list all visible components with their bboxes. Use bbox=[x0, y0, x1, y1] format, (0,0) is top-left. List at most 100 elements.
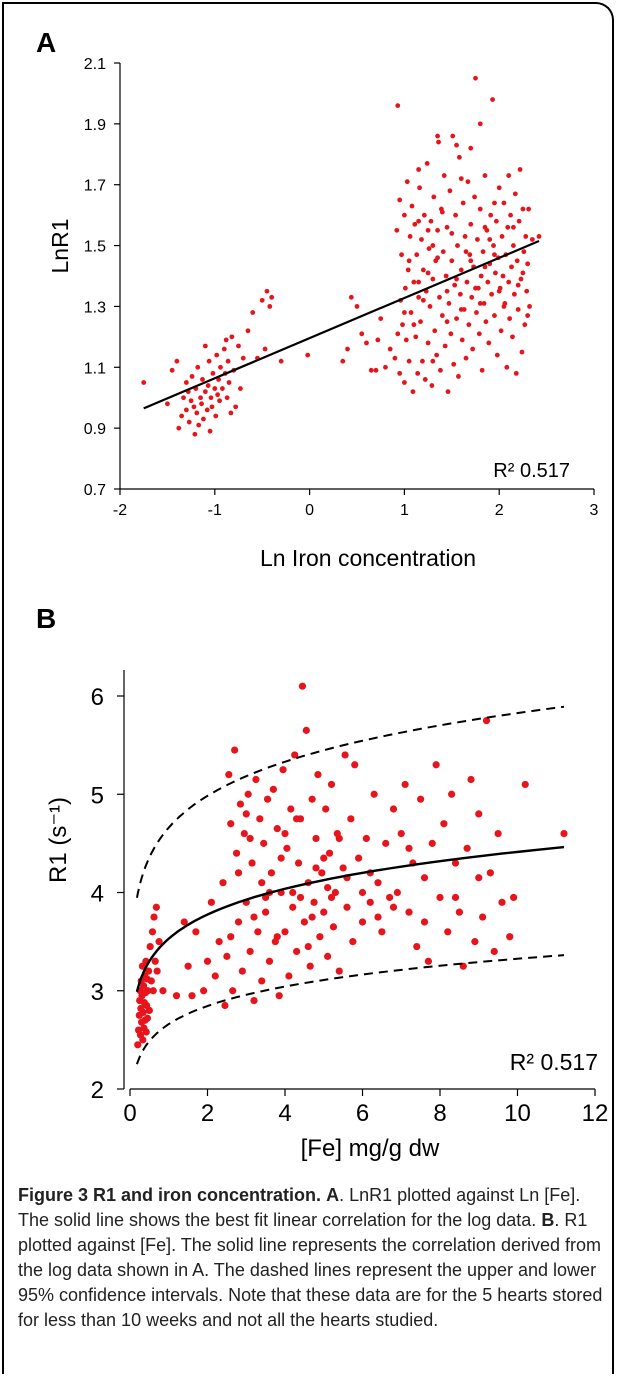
panel-a-data-point bbox=[478, 273, 484, 279]
panel-a-data-point bbox=[439, 209, 445, 215]
panel-a-data-point bbox=[446, 300, 452, 306]
panel-b-data-point bbox=[207, 898, 215, 906]
panel-b-data-point bbox=[436, 893, 444, 902]
panel-b-data-point bbox=[451, 893, 460, 902]
panel-a-data-point bbox=[493, 270, 498, 276]
panel-a-data-point bbox=[378, 316, 384, 321]
panel-a-data-point bbox=[397, 197, 403, 203]
panel-a-data-point bbox=[205, 383, 211, 388]
panel-a-data-point bbox=[375, 337, 381, 343]
panel-a-data-point bbox=[438, 367, 443, 373]
panel-b-upper-ci-curve bbox=[136, 705, 565, 898]
panel-b-data-point bbox=[401, 780, 409, 789]
panel-a-data-point bbox=[415, 370, 421, 376]
panel-a-data-point bbox=[505, 224, 511, 230]
panel-a-data-point bbox=[176, 425, 182, 431]
panel-b-data-point bbox=[471, 938, 479, 946]
panel-b-data-point bbox=[374, 913, 382, 921]
panel-b-data-point bbox=[273, 825, 281, 833]
panel-b-data-point bbox=[420, 918, 429, 926]
panel-a-data-point bbox=[428, 218, 434, 224]
panel-a-data-point bbox=[228, 410, 234, 416]
panel-b-data-point bbox=[146, 942, 154, 951]
panel-a-data-point bbox=[482, 224, 488, 230]
panel-b-data-point bbox=[486, 869, 494, 877]
panel-b-data-point bbox=[265, 957, 274, 965]
panel-a-y-tick-label: 0.7 bbox=[84, 482, 106, 499]
panel-b-data-point bbox=[275, 992, 283, 1000]
panel-a-data-point bbox=[443, 273, 449, 279]
panel-b-data-point bbox=[560, 829, 568, 838]
panel-b-data-point bbox=[262, 908, 270, 916]
panel-b-data-point bbox=[287, 805, 295, 813]
panel-b-data-point bbox=[153, 967, 161, 975]
panel-a-data-point bbox=[218, 364, 223, 370]
panel-a-data-point bbox=[237, 386, 243, 391]
panel-a-data-point bbox=[425, 227, 431, 233]
panel-b-data-point bbox=[291, 751, 299, 759]
panel-a-data-point bbox=[511, 291, 517, 297]
panel-a-data-point bbox=[224, 395, 230, 401]
panel-b-y-tick-label: 2 bbox=[91, 1077, 104, 1104]
panel-b-data-point bbox=[279, 766, 287, 774]
panel-a-data-point bbox=[504, 364, 510, 370]
panel-a-data-point bbox=[204, 407, 210, 413]
panel-b-data-point bbox=[142, 1028, 150, 1036]
panel-a-data-point bbox=[523, 234, 529, 239]
panel-b-data-point bbox=[448, 790, 456, 798]
panel-b-data-point bbox=[298, 682, 307, 690]
panel-a-data-point bbox=[165, 401, 170, 407]
panel-a-data-point bbox=[269, 294, 275, 300]
panel-a-data-point bbox=[470, 346, 476, 352]
panel-a-data-point bbox=[240, 355, 246, 361]
panel-a-data-point bbox=[482, 173, 488, 178]
panel-a-data-point bbox=[472, 194, 477, 200]
panel-b-data-point bbox=[475, 874, 483, 882]
panel-a-data-point bbox=[245, 328, 251, 334]
panel-b-data-point bbox=[180, 918, 188, 926]
caption-a-label: A bbox=[326, 1185, 340, 1205]
panel-a-data-point bbox=[467, 252, 473, 258]
panel-b-data-point bbox=[229, 987, 237, 995]
caption-title: Figure 3 R1 and iron concentration. bbox=[18, 1185, 322, 1205]
panel-a-data-point bbox=[487, 237, 493, 242]
panel-b-data-point bbox=[366, 898, 374, 906]
panel-a-data-point bbox=[402, 310, 407, 315]
panel-a-data-point bbox=[520, 270, 526, 276]
panel-a-data-point bbox=[383, 364, 388, 370]
panel-b-data-point bbox=[420, 874, 429, 882]
panel-a-data-point bbox=[364, 340, 369, 346]
panel-b-r-squared-annotation: R² 0.517 bbox=[510, 1049, 598, 1075]
panel-a-data-point bbox=[451, 361, 457, 367]
panel-b-x-tick-label: 12 bbox=[582, 1100, 609, 1127]
panel-a-data-point bbox=[510, 334, 515, 340]
panel-a-y-tick-label: 2.1 bbox=[84, 56, 106, 73]
panel-b-data-point bbox=[322, 805, 330, 813]
panel-a-data-point bbox=[468, 145, 474, 151]
panel-b-data-point bbox=[254, 928, 262, 936]
panel-a-data-point bbox=[519, 349, 525, 355]
panel-b-data-point bbox=[155, 938, 163, 946]
panel-a-data-point bbox=[418, 319, 423, 325]
figure-caption: Figure 3 R1 and iron concentration. A. L… bbox=[18, 1183, 614, 1333]
panel-b-data-point bbox=[294, 859, 303, 867]
panel-b-data-point bbox=[358, 888, 367, 897]
panel-a-data-point bbox=[406, 258, 412, 264]
panel-a-data-point bbox=[459, 337, 465, 343]
panel-b-data-point bbox=[234, 918, 243, 926]
panel-a-data-point bbox=[474, 310, 479, 315]
panel-a-data-point bbox=[466, 322, 472, 328]
panel-a-data-point bbox=[425, 270, 431, 276]
panel-b-data-point bbox=[428, 839, 436, 847]
panel-b-x-tick-label: 4 bbox=[278, 1100, 291, 1127]
panel-a-data-point bbox=[196, 422, 202, 428]
panel-a-data-point bbox=[456, 154, 462, 160]
panel-a-data-point bbox=[442, 343, 448, 349]
panel-a-data-point bbox=[348, 294, 354, 300]
panel-b-data-point bbox=[223, 952, 231, 960]
panel-b-data-point bbox=[444, 928, 452, 936]
panel-a-data-point bbox=[214, 352, 220, 358]
panel-a-data-point bbox=[201, 416, 206, 422]
panel-a-data-point bbox=[217, 398, 222, 404]
panel-a-data-point bbox=[429, 383, 435, 388]
